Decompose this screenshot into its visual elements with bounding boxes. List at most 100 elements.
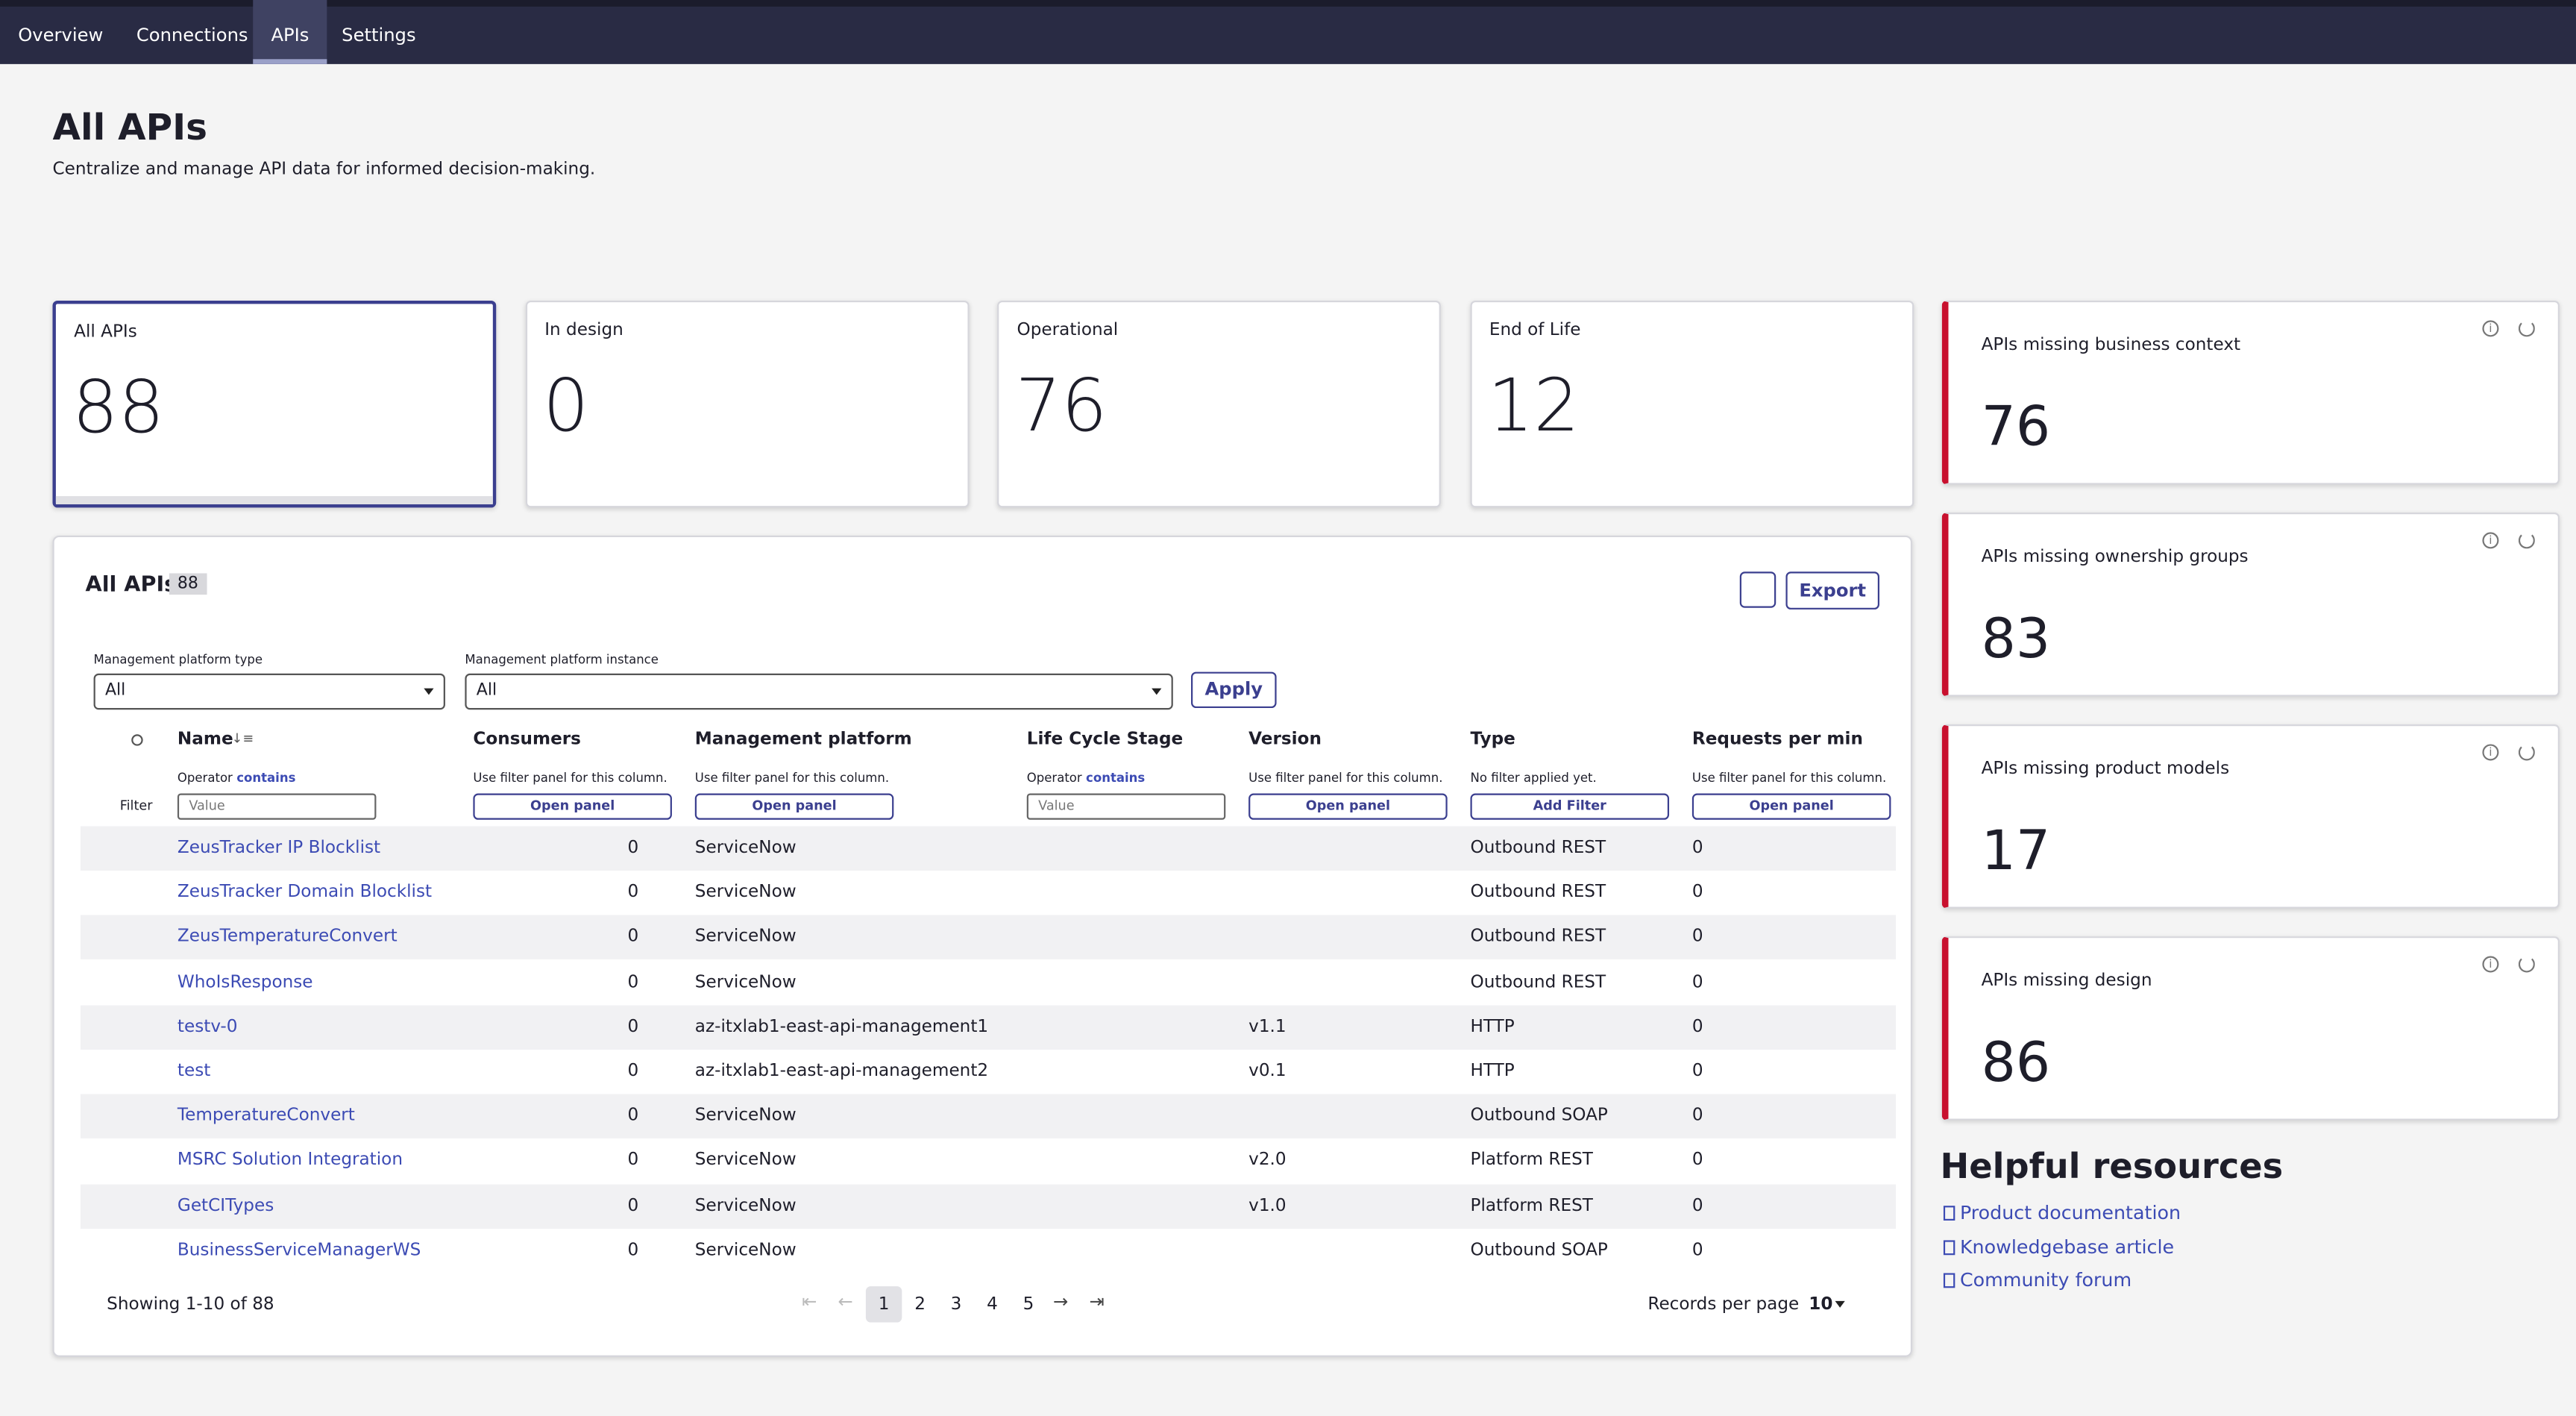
- cell-version: v0.1: [1248, 1061, 1287, 1081]
- filter-button[interactable]: Open panel: [694, 793, 894, 820]
- table-row: test 0 az-itxlab1-east-api-management2 v0.1…: [81, 1050, 1896, 1094]
- stat-value: 88: [72, 366, 165, 451]
- operator-select[interactable]: contains: [236, 770, 296, 786]
- column-header[interactable]: Management platform: [694, 729, 912, 750]
- select-value: All: [104, 681, 126, 701]
- page-number[interactable]: 5: [1022, 1294, 1034, 1315]
- cell-consumers: 0: [627, 882, 639, 903]
- nav-tab[interactable]: APIs: [253, 0, 327, 64]
- cell-name[interactable]: test: [177, 1061, 211, 1081]
- filter-hint: Operator: [1026, 770, 1082, 786]
- resource-link[interactable]: Product documentation: [1959, 1200, 2181, 1224]
- cell-platform: ServiceNow: [694, 882, 797, 903]
- insight-card: APIs missing business context 76 i: [1941, 300, 2560, 485]
- operator-select[interactable]: contains: [1086, 770, 1146, 786]
- stat-card[interactable]: Operational 76: [997, 300, 1441, 508]
- cell-name[interactable]: testv-0: [177, 1016, 238, 1036]
- nav-tab[interactable]: Overview: [18, 25, 104, 46]
- page-arrow: ⇤: [801, 1291, 817, 1313]
- insight-label: APIs missing ownership groups: [1981, 547, 2249, 567]
- info-icon[interactable]: i: [2482, 532, 2499, 549]
- select[interactable]: All: [93, 673, 445, 710]
- cell-name[interactable]: WhoIsResponse: [177, 971, 313, 992]
- select[interactable]: All: [465, 673, 1173, 710]
- cell-name[interactable]: ZeusTracker Domain Blocklist: [177, 882, 433, 903]
- cell-rpm: 0: [1691, 1016, 1703, 1036]
- info-icon[interactable]: i: [2482, 320, 2499, 337]
- info-icon[interactable]: i: [2482, 956, 2499, 973]
- insight-label: APIs missing product models: [1981, 759, 2230, 779]
- refresh-icon[interactable]: [2518, 956, 2535, 973]
- table-row: GetCITypes 0 ServiceNow v1.0 Platform REST 0: [80, 1183, 1897, 1229]
- cell-name[interactable]: GetCITypes: [177, 1195, 274, 1215]
- cell-rpm: 0: [1691, 1061, 1703, 1081]
- filter-button[interactable]: Open panel: [1691, 793, 1891, 820]
- page-number[interactable]: 1: [865, 1286, 902, 1323]
- insight-label: APIs missing design: [1981, 971, 2152, 991]
- cell-consumers: 0: [627, 1239, 639, 1260]
- nav-tab[interactable]: Connections: [136, 25, 248, 46]
- cell-name[interactable]: TemperatureConvert: [177, 1106, 355, 1126]
- page-arrow: ←: [838, 1291, 853, 1313]
- cell-name[interactable]: BusinessServiceManagerWS: [177, 1239, 421, 1260]
- refresh-icon[interactable]: [2518, 744, 2535, 761]
- cell-name[interactable]: MSRC Solution Integration: [177, 1150, 403, 1171]
- resource-link[interactable]: Community forum: [1959, 1268, 2132, 1291]
- stat-card[interactable]: In design 0: [524, 300, 969, 508]
- refresh-icon[interactable]: [2518, 320, 2535, 337]
- stat-card[interactable]: End of Life 12: [1469, 300, 1914, 508]
- cell-rpm: 0: [1691, 971, 1703, 992]
- refresh-button[interactable]: [1739, 571, 1777, 608]
- page-arrow[interactable]: →: [1052, 1291, 1069, 1313]
- stat-label: Operational: [1017, 320, 1119, 340]
- apply-button[interactable]: Apply: [1191, 671, 1277, 709]
- filter-row-label: Filter: [119, 798, 153, 813]
- page-arrow[interactable]: ⇥: [1089, 1291, 1105, 1313]
- column-header[interactable]: Name: [177, 729, 233, 750]
- column-header[interactable]: Requests per min: [1691, 729, 1863, 750]
- cell-consumers: 0: [627, 1106, 639, 1126]
- cell-name[interactable]: ZeusTracker IP Blocklist: [177, 837, 381, 858]
- cell-rpm: 0: [1691, 882, 1703, 903]
- cell-type: Outbound REST: [1470, 882, 1606, 903]
- info-icon[interactable]: i: [2482, 744, 2499, 761]
- panel-title: All APIs: [85, 573, 178, 598]
- cell-type: HTTP: [1470, 1061, 1515, 1081]
- cell-platform: ServiceNow: [694, 1195, 797, 1215]
- cell-type: Outbound REST: [1470, 971, 1606, 992]
- stat-label: End of Life: [1489, 320, 1581, 340]
- table-row: testv-0 0 az-itxlab1-east-api-management1 v…: [80, 1005, 1897, 1050]
- column-header[interactable]: Type: [1470, 729, 1515, 750]
- table-row: BusinessServiceManagerWS 0 ServiceNow Outbo…: [81, 1229, 1896, 1273]
- stat-value: 12: [1487, 364, 1580, 449]
- cell-rpm: 0: [1691, 1195, 1703, 1215]
- cell-type: Outbound SOAP: [1470, 1106, 1608, 1126]
- export-button[interactable]: Export: [1785, 571, 1880, 610]
- cell-version: v2.0: [1248, 1150, 1287, 1171]
- nav-tab[interactable]: Settings: [342, 25, 416, 46]
- table-row: WhoIsResponse 0 ServiceNow Outbound REST 0: [81, 960, 1896, 1004]
- stat-card[interactable]: All APIs 88: [52, 300, 497, 508]
- refresh-icon[interactable]: [2518, 532, 2535, 549]
- cell-name[interactable]: ZeusTemperatureConvert: [177, 927, 398, 947]
- filter-button[interactable]: Add Filter: [1470, 793, 1670, 820]
- filter-input[interactable]: Value: [1026, 793, 1226, 820]
- insight-card: APIs missing product models 17 i: [1941, 724, 2560, 909]
- insight-card: APIs missing ownership groups 83 i: [1941, 512, 2560, 697]
- filter-input[interactable]: Value: [177, 793, 377, 820]
- filter-button[interactable]: Open panel: [1248, 793, 1448, 820]
- resource-link[interactable]: Knowledgebase article: [1959, 1234, 2175, 1258]
- page-number[interactable]: 2: [914, 1294, 926, 1315]
- column-header[interactable]: Life Cycle Stage: [1026, 729, 1184, 750]
- page-number[interactable]: 4: [987, 1294, 998, 1315]
- cell-platform: ServiceNow: [694, 1150, 797, 1171]
- page-number[interactable]: 3: [950, 1294, 962, 1315]
- cell-platform: ServiceNow: [694, 927, 797, 947]
- cell-platform: az-itxlab1-east-api-management2: [694, 1061, 989, 1081]
- records-select[interactable]: 10: [1809, 1294, 1833, 1315]
- cell-rpm: 0: [1691, 837, 1703, 858]
- column-header[interactable]: Version: [1248, 729, 1322, 750]
- column-header[interactable]: Consumers: [473, 729, 581, 750]
- filter-button[interactable]: Open panel: [473, 793, 672, 820]
- cell-platform: ServiceNow: [694, 1239, 797, 1260]
